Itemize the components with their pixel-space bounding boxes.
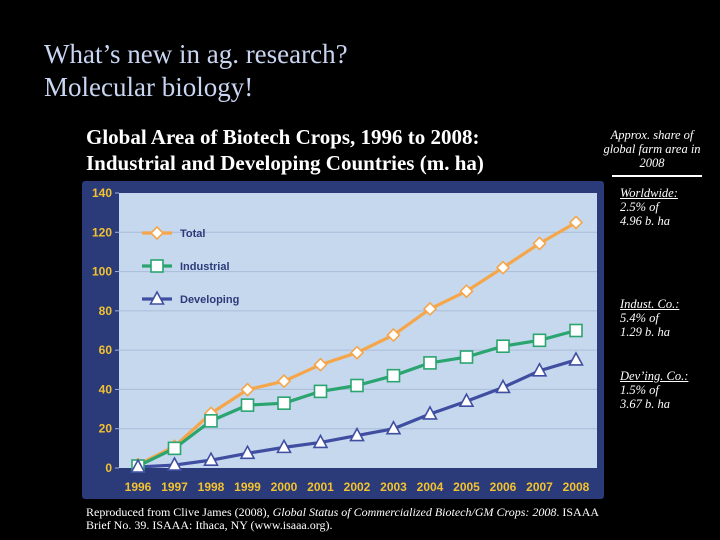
citation-prefix: Reproduced from Clive James (2008), [86,505,273,519]
data-point-developing [385,420,402,435]
x-tick-label: 2004 [417,480,444,494]
x-tick-label: 2001 [307,480,334,494]
industrial-value-2: 1.29 b. ha [620,325,670,339]
data-point-total [459,284,474,299]
y-tick-label: 100 [92,265,112,279]
x-tick-label: 2007 [526,480,553,494]
y-tick-label: 40 [99,382,113,396]
source-citation: Reproduced from Clive James (2008), Glob… [86,506,626,532]
plot-area [119,193,597,468]
y-tick-label: 120 [92,225,112,239]
legend-marker-total [149,225,165,241]
data-point-total [276,374,292,389]
x-tick-label: 1997 [161,480,188,494]
developing-value-2: 3.67 b. ha [620,397,670,411]
data-point-total [422,301,438,317]
chart-title-line-2: Industrial and Developing Countries (m. … [86,151,484,175]
data-point-developing [531,362,548,377]
legend-label-developing: Developing [180,294,239,306]
data-point-industrial [350,378,364,393]
y-axis-ticks: 0 20 40 60 80 100 120 140 [92,186,119,475]
citation-suffix: . ISAAA Brief No. 39. ISAAA: Ithaca, NY … [86,505,599,532]
share-header: Approx. share of global farm area in 200… [603,128,701,170]
chart-title-line-1: Global Area of Biotech Crops, 1996 to 20… [86,125,480,149]
legend-marker-developing [149,290,165,305]
data-point-developing [166,456,183,471]
industrial-value-1: 5.4% of [620,311,659,325]
data-point-industrial [204,414,218,428]
chart-legend: Total Industrial Developing [142,225,239,306]
x-tick-label: 2000 [271,480,298,494]
data-point-industrial [423,356,437,370]
worldwide-value-1: 2.5% of [620,200,659,214]
x-axis-ticks: 1996 1997 1998 1999 2000 2001 2002 2003 2004 2005… [125,480,590,494]
worldwide-label: Worldwide: [620,186,678,200]
data-point-industrial [277,396,291,410]
x-tick-label: 1998 [198,480,225,494]
data-point-industrial [167,441,182,456]
y-tick-label: 20 [99,422,113,436]
data-point-developing [495,378,511,394]
data-point-developing [239,444,256,460]
data-point-industrial [569,323,583,338]
data-point-developing [203,451,219,466]
data-point-total [313,357,328,372]
worldwide-value-2: 4.96 b. ha [620,214,670,228]
data-point-developing [130,458,146,473]
x-tick-label: 2002 [344,480,371,494]
slide-title-line-1: What’s new in ag. research? [44,39,348,69]
legend-label-total: Total [180,228,205,240]
x-tick-label: 2005 [453,480,480,494]
industrial-label: Indust. Co.: [620,297,680,311]
x-tick-label: 2003 [380,480,407,494]
series-markers [130,215,584,473]
y-tick-label: 80 [99,304,113,318]
legend-label-industrial: Industrial [180,261,230,273]
y-tick-label: 60 [99,343,113,357]
data-point-industrial [240,398,255,412]
y-tick-label: 140 [92,186,112,200]
chart-title: Global Area of Biotech Crops, 1996 to 20… [86,124,484,176]
data-point-total [386,327,401,343]
data-point-total [240,382,255,397]
data-point-developing [312,433,329,449]
x-tick-label: 2008 [563,480,590,494]
data-point-total [532,236,547,251]
data-point-developing [349,426,365,442]
biotech-area-line-chart: 0 20 40 60 80 100 120 140 1996 1997 1998 1999 2000 2… [82,181,604,499]
worldwide-note: Worldwide: 2.5% of 4.96 b. ha [620,186,678,228]
data-point-industrial [532,333,547,348]
x-tick-label: 1999 [234,480,261,494]
share-header-divider [612,175,702,177]
citation-report-title: Global Status of Commercialized Biotech/… [272,505,557,519]
data-point-total [568,215,584,230]
developing-note: Dev’ing. Co.: 1.5% of 3.67 b. ha [620,369,688,411]
data-point-industrial [313,384,328,399]
data-point-industrial [459,350,474,364]
legend-marker-industrial [150,259,164,273]
data-point-industrial [496,339,510,354]
data-point-developing [458,392,475,408]
x-tick-label: 2006 [490,480,517,494]
data-point-total [495,260,511,275]
industrial-note: Indust. Co.: 5.4% of 1.29 b. ha [620,297,679,339]
data-point-developing [276,438,292,454]
data-point-developing [422,405,438,420]
slide-title: What’s new in ag. research? Molecular bi… [44,38,348,104]
developing-label: Dev’ing. Co.: [620,369,689,383]
developing-value-1: 1.5% of [620,383,659,397]
y-tick-label: 0 [105,461,112,475]
slide-title-line-2: Molecular biology! [44,72,254,102]
data-point-total [349,345,365,360]
data-point-industrial [386,368,401,383]
data-point-developing [568,351,584,366]
x-tick-label: 1996 [125,480,152,494]
